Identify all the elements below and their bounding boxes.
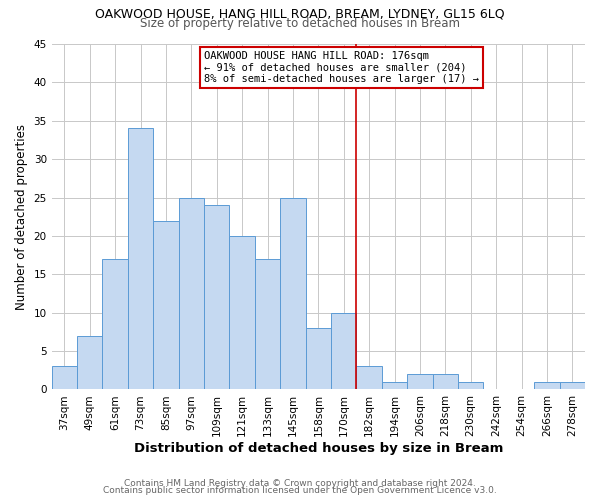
Bar (179, 198, 204, 390)
Text: OAKWOOD HOUSE HANG HILL ROAD: 176sqm
← 91% of detached houses are smaller (204)
: OAKWOOD HOUSE HANG HILL ROAD: 176sqm ← 9… (203, 51, 479, 84)
Text: Size of property relative to detached houses in Bream: Size of property relative to detached ho… (140, 18, 460, 30)
Bar (128, 128, 153, 390)
X-axis label: Distribution of detached houses by size in Bream: Distribution of detached houses by size … (134, 442, 503, 455)
Bar (255, 259, 280, 390)
Bar (153, 220, 179, 390)
Y-axis label: Number of detached properties: Number of detached properties (15, 124, 28, 310)
Bar (331, 312, 356, 390)
Bar (280, 198, 305, 390)
Bar (458, 382, 484, 390)
Bar (356, 366, 382, 390)
Bar (560, 382, 585, 390)
Bar (229, 236, 255, 390)
Bar (103, 259, 128, 390)
Bar (382, 382, 407, 390)
Bar (77, 336, 103, 390)
Bar (204, 205, 229, 390)
Text: OAKWOOD HOUSE, HANG HILL ROAD, BREAM, LYDNEY, GL15 6LQ: OAKWOOD HOUSE, HANG HILL ROAD, BREAM, LY… (95, 8, 505, 20)
Bar (534, 382, 560, 390)
Text: Contains public sector information licensed under the Open Government Licence v3: Contains public sector information licen… (103, 486, 497, 495)
Text: Contains HM Land Registry data © Crown copyright and database right 2024.: Contains HM Land Registry data © Crown c… (124, 478, 476, 488)
Bar (52, 366, 77, 390)
Bar (305, 328, 331, 390)
Bar (433, 374, 458, 390)
Bar (407, 374, 433, 390)
